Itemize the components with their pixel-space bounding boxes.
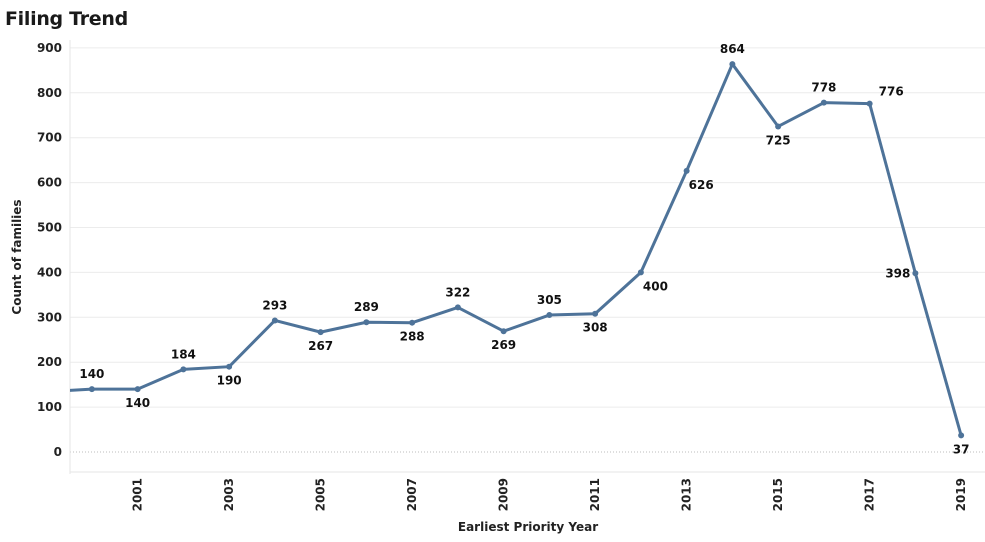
data-point[interactable] <box>958 432 965 439</box>
data-label: 626 <box>689 178 714 192</box>
y-axis-title: Count of families <box>10 199 24 314</box>
x-tick-label: 2011 <box>588 478 602 511</box>
data-label: 293 <box>262 298 287 312</box>
data-label: 322 <box>445 285 470 299</box>
data-point[interactable] <box>409 319 416 326</box>
data-label: 269 <box>491 338 516 352</box>
data-label: 778 <box>811 81 836 95</box>
x-tick-label: 2015 <box>771 478 785 511</box>
data-label: 190 <box>217 374 242 388</box>
y-tick-label: 600 <box>37 176 62 190</box>
data-point[interactable] <box>134 386 141 393</box>
data-label: 184 <box>171 347 196 361</box>
data-point[interactable] <box>271 317 278 324</box>
data-point[interactable] <box>683 167 690 174</box>
data-point[interactable] <box>912 270 919 277</box>
data-point[interactable] <box>180 366 187 373</box>
y-tick-label: 0 <box>54 445 62 459</box>
data-point[interactable] <box>820 99 827 106</box>
data-point[interactable] <box>363 319 370 326</box>
data-point[interactable] <box>500 328 507 335</box>
data-label-layer: 140 140 184 190 293 267 289 288 322 269 305 308 400 6… <box>79 42 969 456</box>
x-tick-label: 2013 <box>680 478 694 511</box>
data-label: 725 <box>766 133 791 147</box>
data-label: 37 <box>953 442 970 456</box>
data-point[interactable] <box>729 61 736 68</box>
data-label: 308 <box>583 321 608 335</box>
grid-layer <box>69 40 985 474</box>
x-tick-label: 2005 <box>314 478 328 511</box>
x-tick-label: 2009 <box>497 478 511 511</box>
data-label: 305 <box>537 293 562 307</box>
y-tick-label: 700 <box>37 131 62 145</box>
x-axis-title: Earliest Priority Year <box>458 520 598 534</box>
chart-title: Filing Trend <box>5 8 128 30</box>
y-tick-label: 100 <box>37 400 62 414</box>
x-tick-label: 2001 <box>131 478 145 511</box>
x-tick-label: 2007 <box>405 478 419 511</box>
data-point[interactable] <box>454 304 461 311</box>
data-point[interactable] <box>637 269 644 276</box>
data-point[interactable] <box>866 100 873 107</box>
data-point[interactable] <box>88 386 95 393</box>
data-label: 289 <box>354 300 379 314</box>
y-tick-label: 200 <box>37 355 62 369</box>
y-tick-label: 400 <box>37 265 62 279</box>
y-tick-label: 500 <box>37 221 62 235</box>
data-point[interactable] <box>317 329 324 336</box>
data-label: 400 <box>643 279 668 293</box>
data-label: 267 <box>308 339 333 353</box>
data-label: 864 <box>720 42 745 56</box>
y-tick-label: 900 <box>37 41 62 55</box>
series-line <box>70 62 963 437</box>
x-tick-label: 2003 <box>222 478 236 511</box>
x-tick-label: 2019 <box>954 478 968 511</box>
data-label: 140 <box>79 367 104 381</box>
y-tick-label: 300 <box>37 310 62 324</box>
data-label: 140 <box>125 396 150 410</box>
data-label: 776 <box>879 85 904 99</box>
series-layer <box>70 61 965 439</box>
y-tick-label: 800 <box>37 86 62 100</box>
data-label: 398 <box>885 266 910 280</box>
data-point[interactable] <box>226 363 233 370</box>
data-point[interactable] <box>546 312 553 319</box>
data-label: 288 <box>400 330 425 344</box>
data-point[interactable] <box>592 310 599 317</box>
data-point[interactable] <box>775 123 782 130</box>
x-tick-label: 2017 <box>863 478 877 511</box>
axis-layer: 0 100 200 300 400 500 600 700 800 900 2001 2003 2005… <box>37 41 968 512</box>
